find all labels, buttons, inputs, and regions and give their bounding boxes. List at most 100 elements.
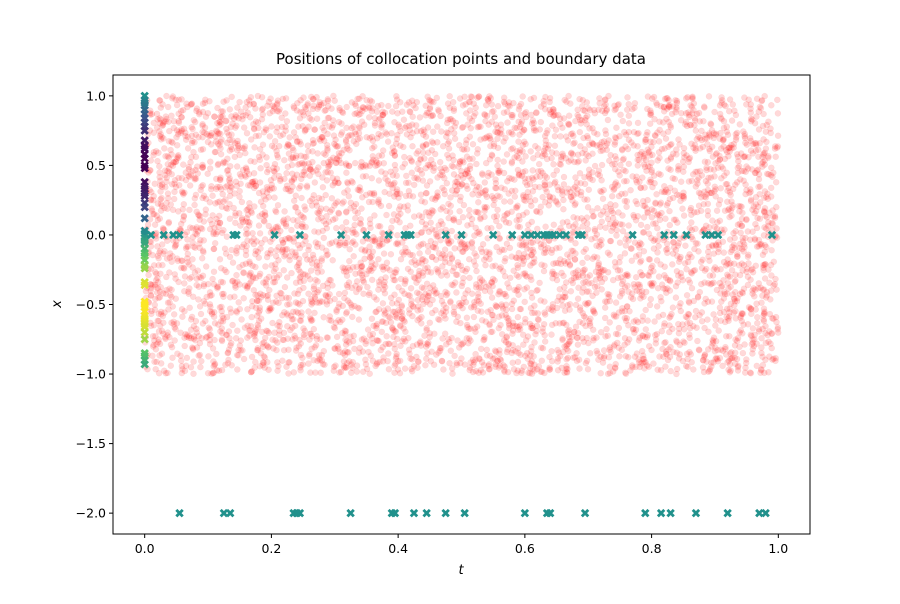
collocation-point [463,321,471,329]
collocation-point [459,123,467,131]
collocation-point [502,255,509,262]
collocation-point [222,250,230,257]
collocation-point [239,218,247,226]
collocation-point [631,100,639,107]
collocation-point [369,198,376,206]
collocation-point [753,300,760,307]
collocation-point [607,237,615,245]
collocation-point [206,289,214,296]
collocation-point [397,323,404,330]
collocation-point [339,264,346,271]
collocation-point [186,304,193,312]
collocation-point [657,261,664,268]
collocation-point [639,313,647,320]
collocation-point [239,347,246,354]
collocation-point [170,195,178,203]
collocation-point [575,356,583,363]
collocation-point [377,202,385,210]
collocation-point [234,137,241,145]
collocation-point [749,228,756,235]
collocation-point [211,336,218,344]
collocation-point [586,106,594,114]
collocation-point [381,311,388,318]
collocation-point [484,225,491,232]
collocation-point [155,338,162,346]
collocation-point [767,261,775,269]
collocation-point [175,128,183,135]
collocation-point [544,127,551,134]
collocation-point [286,300,293,308]
collocation-point [755,183,762,191]
collocation-point [186,224,194,231]
collocation-point [728,198,735,205]
collocation-point [336,241,344,249]
collocation-point [598,286,605,293]
collocation-point [364,326,372,333]
collocation-point [333,224,340,232]
collocation-point [751,209,758,217]
collocation-point [441,252,448,259]
collocation-point [442,308,450,315]
collocation-point [440,366,447,373]
collocation-point [687,269,695,276]
collocation-point [443,291,450,299]
collocation-point [743,186,750,194]
collocation-point [480,336,487,344]
collocation-point [262,212,269,220]
collocation-point [583,357,591,365]
collocation-point [344,180,352,187]
collocation-point [379,111,387,119]
collocation-point [189,346,197,353]
collocation-point [581,146,589,153]
collocation-point [749,336,756,343]
collocation-point [196,244,203,252]
collocation-point [716,309,724,317]
collocation-point [313,167,320,174]
collocation-point [615,324,623,332]
collocation-point [466,212,473,220]
collocation-point [553,150,560,157]
collocation-point [451,245,458,252]
collocation-point [589,255,596,262]
collocation-point [662,186,670,194]
collocation-point [336,152,343,160]
collocation-point [667,122,674,129]
collocation-point [760,266,767,274]
collocation-point [368,174,376,182]
collocation-point [707,133,714,140]
collocation-point [335,150,343,157]
collocation-point [285,359,292,366]
collocation-point [168,258,175,266]
collocation-point [191,195,199,202]
collocation-point [157,136,165,143]
collocation-point [191,118,199,126]
collocation-point [641,151,648,158]
collocation-point [508,300,516,308]
collocation-point [179,205,187,213]
collocation-point [184,145,192,152]
collocation-point [470,313,478,321]
collocation-point [370,191,378,198]
collocation-point [186,332,193,340]
collocation-point [232,219,239,227]
collocation-point [673,99,681,107]
collocation-point [744,228,752,235]
collocation-point [282,127,289,135]
collocation-point [459,145,466,153]
collocation-point [377,235,384,243]
collocation-point [716,354,724,362]
collocation-point [587,315,594,322]
collocation-point [178,174,186,182]
collocation-point [574,159,581,166]
collocation-point [365,348,372,356]
collocation-point [632,253,640,260]
collocation-point [481,111,489,119]
collocation-point [496,222,503,230]
collocation-point [602,130,610,138]
collocation-point [675,258,683,265]
collocation-point [530,119,538,127]
collocation-point [389,325,396,332]
collocation-point [385,202,393,210]
collocation-point [669,194,677,202]
collocation-point [162,118,169,125]
